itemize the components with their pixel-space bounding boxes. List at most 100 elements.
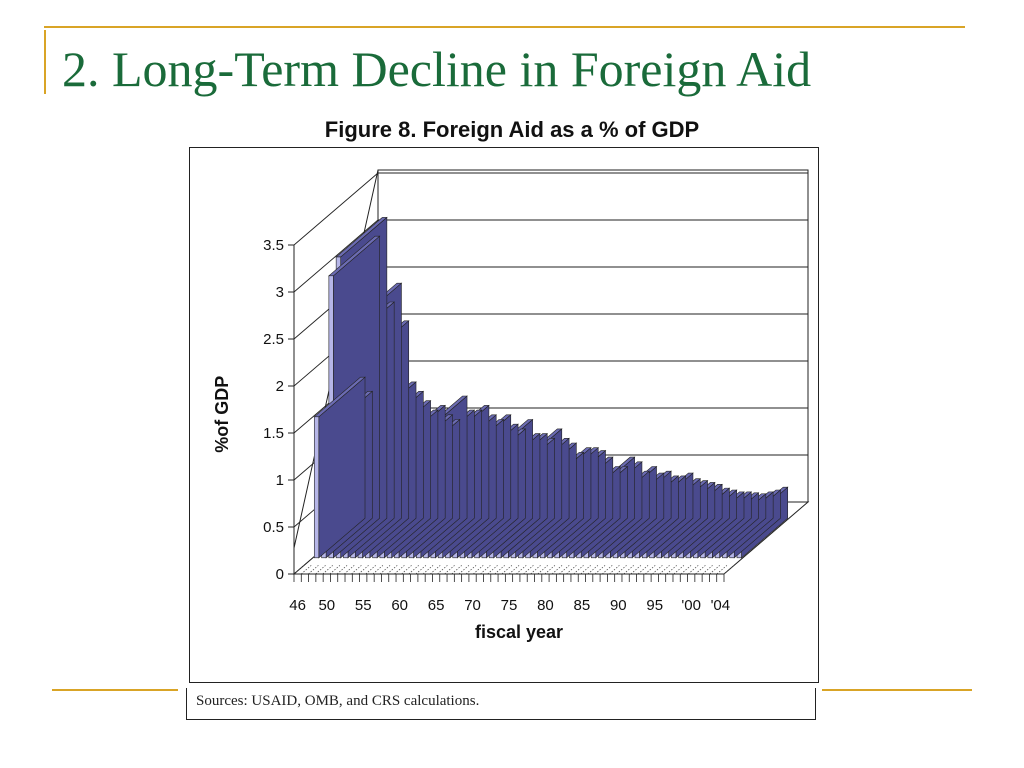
floor-hatch: [673, 565, 685, 575]
floor-hatch: [587, 565, 599, 575]
floor-hatch: [343, 565, 355, 575]
y-tick-label: 0.5: [263, 519, 284, 536]
x-tick-label: 55: [355, 597, 372, 614]
x-tick-label: 80: [537, 597, 554, 614]
floor-hatch: [365, 565, 376, 575]
y-tick-label: 3.5: [263, 237, 284, 254]
floor-hatch: [652, 565, 663, 575]
x-tick-label: '04: [711, 597, 731, 614]
floor-hatch: [551, 565, 563, 575]
floor-hatch: [329, 565, 341, 575]
floor-hatch: [716, 565, 728, 575]
floor-hatch: [465, 565, 477, 575]
floor-hatch: [723, 565, 735, 575]
floor-hatch: [351, 565, 362, 575]
floor-hatch: [494, 565, 505, 575]
x-tick-label: 75: [501, 597, 518, 614]
source-box: Sources: USAID, OMB, and CRS calculation…: [186, 688, 816, 720]
chart-labels: 0 0.5 1 1.5 2 2.5 3 3.5 46 50 55 60 65 70 75 80 85 90 95 '0…: [212, 237, 730, 642]
floor-hatch: [451, 565, 462, 575]
floor-hatch: [601, 565, 613, 575]
floor-hatch: [558, 565, 570, 575]
floor-hatch: [336, 565, 348, 575]
floor-hatch: [702, 565, 713, 575]
floor-hatch: [293, 565, 305, 575]
floor-hatch: [637, 565, 649, 575]
accent-line-bottom-right: [822, 689, 972, 691]
x-tick-label: 85: [574, 597, 591, 614]
x-axis-title: fiscal year: [475, 622, 563, 642]
y-tick-label: 1: [276, 472, 284, 489]
floor-hatch: [472, 565, 484, 575]
gridline-side: [293, 172, 379, 246]
floor-hatch: [523, 565, 534, 575]
floor-hatch: [687, 565, 699, 575]
floor-hatch: [422, 565, 434, 575]
floor-hatch: [401, 565, 412, 575]
accent-line-top: [44, 26, 965, 28]
floor-hatch: [594, 565, 606, 575]
chart-frame: 0 0.5 1 1.5 2 2.5 3 3.5 46 50 55 60 65 70 75 80 85 90 95 '0…: [189, 147, 819, 683]
x-tick-label: 90: [610, 597, 627, 614]
floor-hatch: [609, 565, 620, 575]
gridline-side: [293, 219, 379, 293]
chart-title: Figure 8. Foreign Aid as a % of GDP: [324, 117, 700, 142]
floor-hatch: [415, 565, 427, 575]
chart-bars: [313, 216, 789, 559]
floor-hatch: [458, 565, 470, 575]
floor-hatch: [666, 565, 677, 575]
floor-hatch: [680, 565, 692, 575]
x-tick-label: '00: [681, 597, 701, 614]
floor-hatch: [515, 565, 527, 575]
floor-hatch: [616, 565, 627, 575]
x-tick-label: 50: [318, 597, 335, 614]
accent-line-left-vertical: [44, 30, 46, 94]
floor-hatch: [308, 565, 319, 575]
floor-hatch: [386, 565, 398, 575]
x-tick-label: 46: [289, 597, 306, 614]
floor-hatch: [408, 565, 419, 575]
x-tick-label: 70: [464, 597, 481, 614]
y-tick-label: 2.5: [263, 331, 284, 348]
floor-hatch: [659, 565, 670, 575]
floor-hatch: [315, 565, 326, 575]
floor-hatch: [530, 565, 541, 575]
floor-hatch: [379, 565, 391, 575]
floor-hatch: [480, 565, 491, 575]
floor-hatch: [394, 565, 405, 575]
floor-hatch: [444, 565, 455, 575]
floor-hatch: [544, 565, 556, 575]
x-tick-label: 65: [428, 597, 445, 614]
floor-hatch: [372, 565, 384, 575]
y-tick-label: 0: [276, 566, 284, 583]
slide-title: 2. Long-Term Decline in Foreign Aid: [62, 41, 812, 97]
floor-hatch: [322, 565, 333, 575]
floor-hatch: [573, 565, 584, 575]
floor-hatch: [695, 565, 706, 575]
x-tick-label: 60: [391, 597, 408, 614]
x-tick-label: 95: [646, 597, 663, 614]
bar: [313, 376, 366, 559]
accent-line-bottom-left: [52, 689, 178, 691]
floor-hatch: [709, 565, 720, 575]
floor-hatch: [300, 565, 312, 575]
floor-hatch: [487, 565, 498, 575]
source-note: Sources: USAID, OMB, and CRS calculation…: [196, 693, 480, 709]
floor-hatch: [623, 565, 634, 575]
floor-hatch: [580, 565, 591, 575]
floor-hatch: [501, 565, 513, 575]
floor-hatch: [508, 565, 520, 575]
floor-hatch: [429, 565, 441, 575]
bar-front: [313, 416, 320, 559]
floor-hatch: [566, 565, 577, 575]
y-tick-label: 2: [276, 378, 284, 395]
y-tick-label: 1.5: [263, 425, 284, 442]
y-axis-title: %of GDP: [212, 376, 232, 453]
y-tick-label: 3: [276, 284, 284, 301]
chart-axes: [288, 244, 725, 582]
floor-hatch: [644, 565, 656, 575]
floor-hatch: [437, 565, 448, 575]
floor-hatch: [537, 565, 548, 575]
floor-hatch: [358, 565, 369, 575]
bar-chart: 0 0.5 1 1.5 2 2.5 3 3.5 46 50 55 60 65 70 75 80 85 90 95 '0…: [212, 169, 810, 642]
